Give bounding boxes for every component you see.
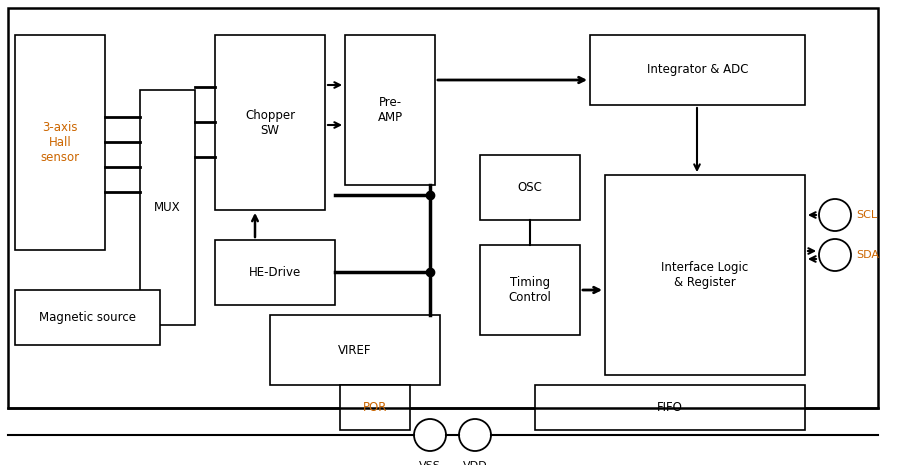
Text: HE-Drive: HE-Drive [249,266,302,279]
Text: VDD: VDD [463,461,487,465]
Bar [270,315,440,385]
Text: FIFO: FIFO [657,401,683,414]
Bar [140,90,195,325]
Bar [215,35,325,210]
Bar [480,245,580,335]
Bar [480,155,580,220]
Text: VSS: VSS [419,461,441,465]
Text: SCL: SCL [856,210,878,220]
Text: 3-axis
Hall
sensor: 3-axis Hall sensor [40,121,79,164]
Text: POR: POR [363,401,387,414]
Text: MUX: MUX [154,201,181,214]
Text: OSC: OSC [518,181,543,194]
Bar [345,35,435,185]
Text: Magnetic source: Magnetic source [39,311,136,324]
Bar [8,8,878,408]
Text: Interface Logic
& Register: Interface Logic & Register [662,261,749,289]
Text: Chopper
SW: Chopper SW [245,108,295,137]
Text: Integrator & ADC: Integrator & ADC [647,64,748,77]
Text: Pre-
AMP: Pre- AMP [377,96,402,124]
Bar [15,290,160,345]
Bar [590,35,805,105]
Text: Timing
Control: Timing Control [508,276,552,304]
Bar [340,385,410,430]
Bar [605,175,805,375]
Bar [535,385,805,430]
Bar [15,35,105,250]
Text: SDA: SDA [856,250,879,260]
Text: VIREF: VIREF [338,344,372,357]
Bar [215,240,335,305]
